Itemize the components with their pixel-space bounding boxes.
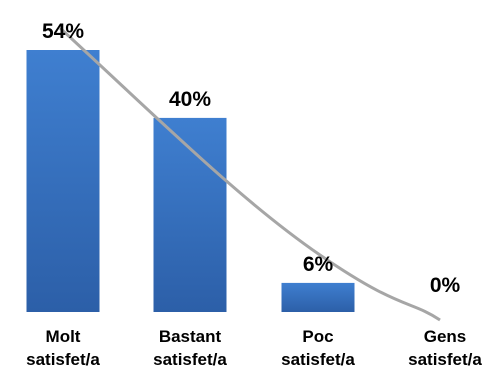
x-tick-label-0-line-0: Molt <box>46 327 81 346</box>
data-label-0: 54% <box>42 20 84 43</box>
x-tick-label-1-line-1: satisfet/a <box>153 350 227 369</box>
trendline <box>58 26 441 322</box>
x-tick-label-0-line-1: satisfet/a <box>26 350 100 369</box>
x-tick-label-2-line-1: satisfet/a <box>281 350 355 369</box>
trendline-layer <box>58 26 441 322</box>
bar-0 <box>26 50 100 312</box>
data-label-1: 40% <box>169 88 211 111</box>
data-label-3: 0% <box>430 274 461 297</box>
x-tick-label-2-line-0: Poc <box>302 327 333 346</box>
x-tick-label-3-line-0: Gens <box>424 327 467 346</box>
labels-layer: 54% Molt satisfet/a 40% Bastant satisfet/a 6% P… <box>26 20 482 369</box>
x-tick-label-1-line-0: Bastant <box>159 327 222 346</box>
bar-2 <box>281 282 355 312</box>
x-tick-label-3-line-1: satisfet/a <box>408 350 482 369</box>
data-label-2: 6% <box>303 253 334 276</box>
